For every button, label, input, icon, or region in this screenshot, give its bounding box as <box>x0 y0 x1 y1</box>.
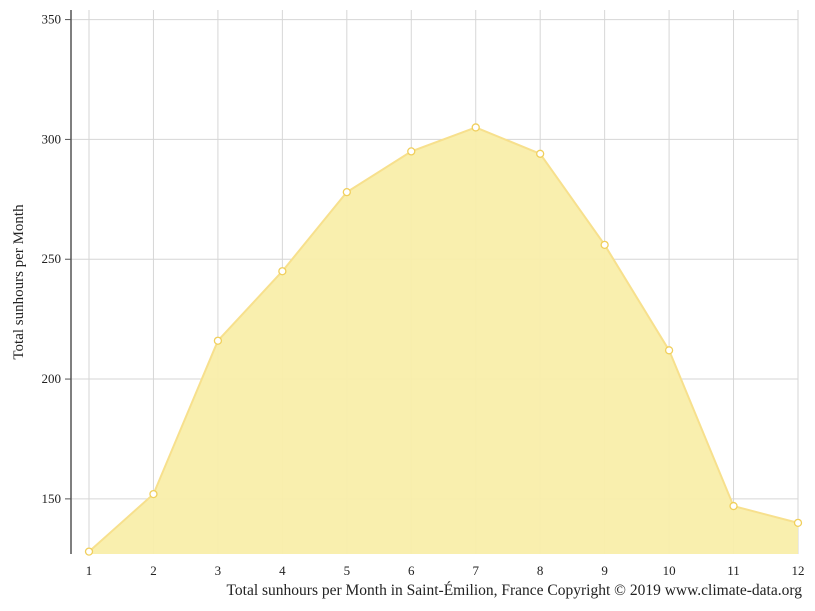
chart-caption: Total sunhours per Month in Saint-Émilio… <box>226 582 803 599</box>
data-point-7 <box>471 123 480 132</box>
x-tick-label-6: 6 <box>408 563 415 578</box>
x-tick-label-11: 11 <box>727 563 740 578</box>
data-points <box>84 123 803 556</box>
y-ticks: 150 200 250 300 350 <box>42 12 71 506</box>
data-point-9 <box>600 240 609 250</box>
y-tick-label-150: 150 <box>42 491 62 506</box>
x-tick-label-3: 3 <box>215 563 222 578</box>
y-tick-label-300: 300 <box>42 131 62 146</box>
data-point-12 <box>793 518 803 527</box>
x-tick-label-10: 10 <box>663 563 676 578</box>
data-point-11 <box>729 501 738 511</box>
x-tick-label-4: 4 <box>279 563 286 578</box>
x-tick-label-5: 5 <box>344 563 351 578</box>
x-ticks: 1 2 3 4 5 6 7 8 9 10 11 12 <box>86 563 805 578</box>
y-tick-label-200: 200 <box>42 371 62 386</box>
area-line <box>88 126 799 553</box>
data-point-1 <box>84 547 94 556</box>
x-tick-label-12: 12 <box>792 563 805 578</box>
data-point-8 <box>536 149 545 158</box>
x-tick-label-2: 2 <box>150 563 157 578</box>
y-axis-label: Total sunhours per Month <box>11 204 27 360</box>
data-point-4 <box>278 267 287 276</box>
data-point-3 <box>213 336 223 345</box>
x-tick-label-9: 9 <box>601 563 608 578</box>
data-point-2 <box>149 489 158 499</box>
data-point-5 <box>342 187 351 197</box>
y-tick-label-350: 350 <box>42 12 62 27</box>
data-point-10 <box>664 346 674 355</box>
x-tick-label-1: 1 <box>86 563 93 578</box>
y-tick-label-250: 250 <box>42 251 62 266</box>
x-tick-label-7: 7 <box>472 563 479 578</box>
data-point-6 <box>407 147 416 156</box>
x-tick-label-8: 8 <box>537 563 544 578</box>
area-fill <box>89 127 798 555</box>
